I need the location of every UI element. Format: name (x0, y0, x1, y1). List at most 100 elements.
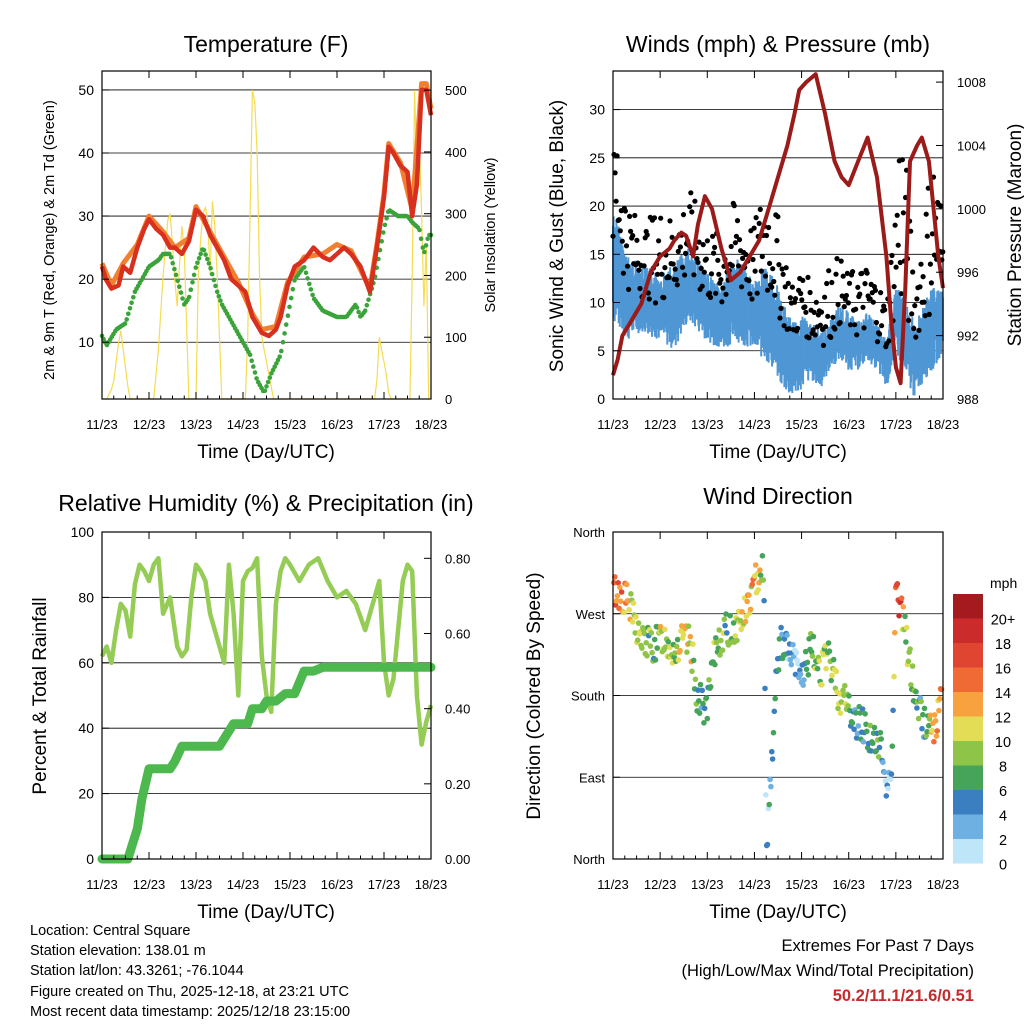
y-tick-label: East (579, 770, 605, 785)
extremes-values: 50.2/11.1/21.6/0.51 (832, 987, 974, 1005)
direction-point (719, 647, 726, 653)
direction-point (803, 666, 810, 673)
winds-ylabel-left: Sonic Wind & Gust (Blue, Black) (547, 100, 568, 372)
direction-point (761, 597, 767, 604)
direction-point (931, 712, 938, 718)
y2-tick-label: 0 (445, 392, 452, 407)
dewpoint-point (262, 388, 268, 394)
gust-point (679, 264, 686, 270)
gust-point (888, 259, 894, 265)
gust-point (728, 243, 734, 250)
dewpoint-point (216, 293, 222, 299)
direction-point (630, 600, 637, 606)
x-tick-label: 16/23 (832, 877, 865, 892)
winds-axes: 11/23 12/23 13/23 14/23 15/23 16/23 17/23 18/23… (589, 70, 986, 432)
gust-point (787, 295, 794, 301)
dewpoint-point (168, 254, 174, 260)
dewpoint-point (356, 309, 361, 315)
gust-point (680, 212, 687, 218)
x-tick-label: 15/23 (785, 877, 818, 892)
direction-point (706, 677, 712, 683)
gust-point (623, 243, 630, 249)
direction-point (762, 685, 768, 692)
dewpoint-point (208, 265, 213, 271)
dewpoint-point (420, 245, 426, 250)
gust-point (906, 317, 912, 323)
x-tick-label: 17/23 (368, 417, 401, 432)
speed-colorbar: mph 20+ 18 16 14 12 10 8 6 4 2 0 (953, 575, 1017, 873)
direction-point (696, 698, 702, 704)
gust-point (845, 300, 852, 306)
gust-point (733, 233, 740, 239)
temperature-title: Temperature (F) (184, 31, 349, 57)
x-tick-label: 17/23 (880, 417, 913, 432)
dewpoint-point (175, 278, 180, 284)
gust-point (777, 315, 783, 321)
gust-point (770, 266, 776, 272)
direction-point (639, 645, 645, 651)
gust-point (834, 256, 840, 262)
dewpoint-point (279, 348, 284, 354)
gust-point (695, 259, 701, 265)
gust-point (692, 198, 698, 204)
direction-point (647, 643, 654, 649)
gust-point (775, 214, 781, 220)
dewpoint-point (167, 251, 172, 257)
gust-point (874, 339, 881, 345)
x-tick-label: 12/23 (644, 877, 677, 892)
colorbar-label: 12 (995, 710, 1011, 726)
gust-point (659, 271, 665, 277)
direction-point (690, 641, 696, 647)
direction-point (877, 729, 884, 736)
direction-point (701, 705, 708, 712)
direction-point (802, 648, 809, 655)
dewpoint-point (310, 292, 315, 298)
direction-point (804, 659, 811, 666)
direction-point (840, 687, 846, 693)
direction-point (635, 620, 642, 626)
dewpoint-point (290, 286, 296, 292)
dewpoint-point (287, 304, 292, 310)
direction-point (936, 707, 942, 714)
winds-marks (610, 72, 946, 396)
gust-point (612, 170, 618, 176)
x-tick-label: 15/23 (274, 417, 307, 432)
gust-point (670, 261, 676, 267)
dewpoint-point (418, 236, 424, 242)
direction-point (697, 681, 704, 688)
dewpoint-point (267, 375, 273, 380)
direction-point (776, 636, 783, 642)
x-tick-label: 11/23 (597, 417, 629, 432)
temperature-marks (99, 81, 434, 400)
gust-point (626, 286, 632, 292)
dewpoint-point (285, 313, 291, 319)
direction-point (662, 644, 669, 650)
direction-point (933, 733, 940, 739)
direction-point (845, 703, 851, 709)
direction-point (617, 584, 623, 591)
gust-point (812, 332, 818, 338)
gust-point (758, 268, 764, 274)
gust-point (774, 238, 780, 244)
y-tick-label: North (573, 852, 605, 867)
x-tick-label: 13/23 (180, 417, 213, 432)
direction-point (739, 609, 745, 615)
gust-point (924, 233, 930, 239)
direction-point (857, 710, 863, 716)
gust-point (620, 270, 627, 276)
gust-point (899, 157, 906, 163)
direction-point (894, 581, 901, 587)
dewpoint-point (211, 277, 217, 283)
direction-point (766, 801, 772, 808)
dewpoint-point (288, 295, 294, 301)
gust-point (810, 327, 816, 333)
gust-point (614, 153, 620, 159)
y-tick-label: 15 (589, 246, 605, 262)
direction-point (835, 705, 841, 712)
direction-point (757, 567, 763, 573)
gust-point (917, 284, 923, 290)
direction-point (613, 598, 620, 604)
dewpoint-point (282, 331, 287, 336)
gust-point (762, 273, 769, 279)
gust-point (613, 198, 619, 204)
